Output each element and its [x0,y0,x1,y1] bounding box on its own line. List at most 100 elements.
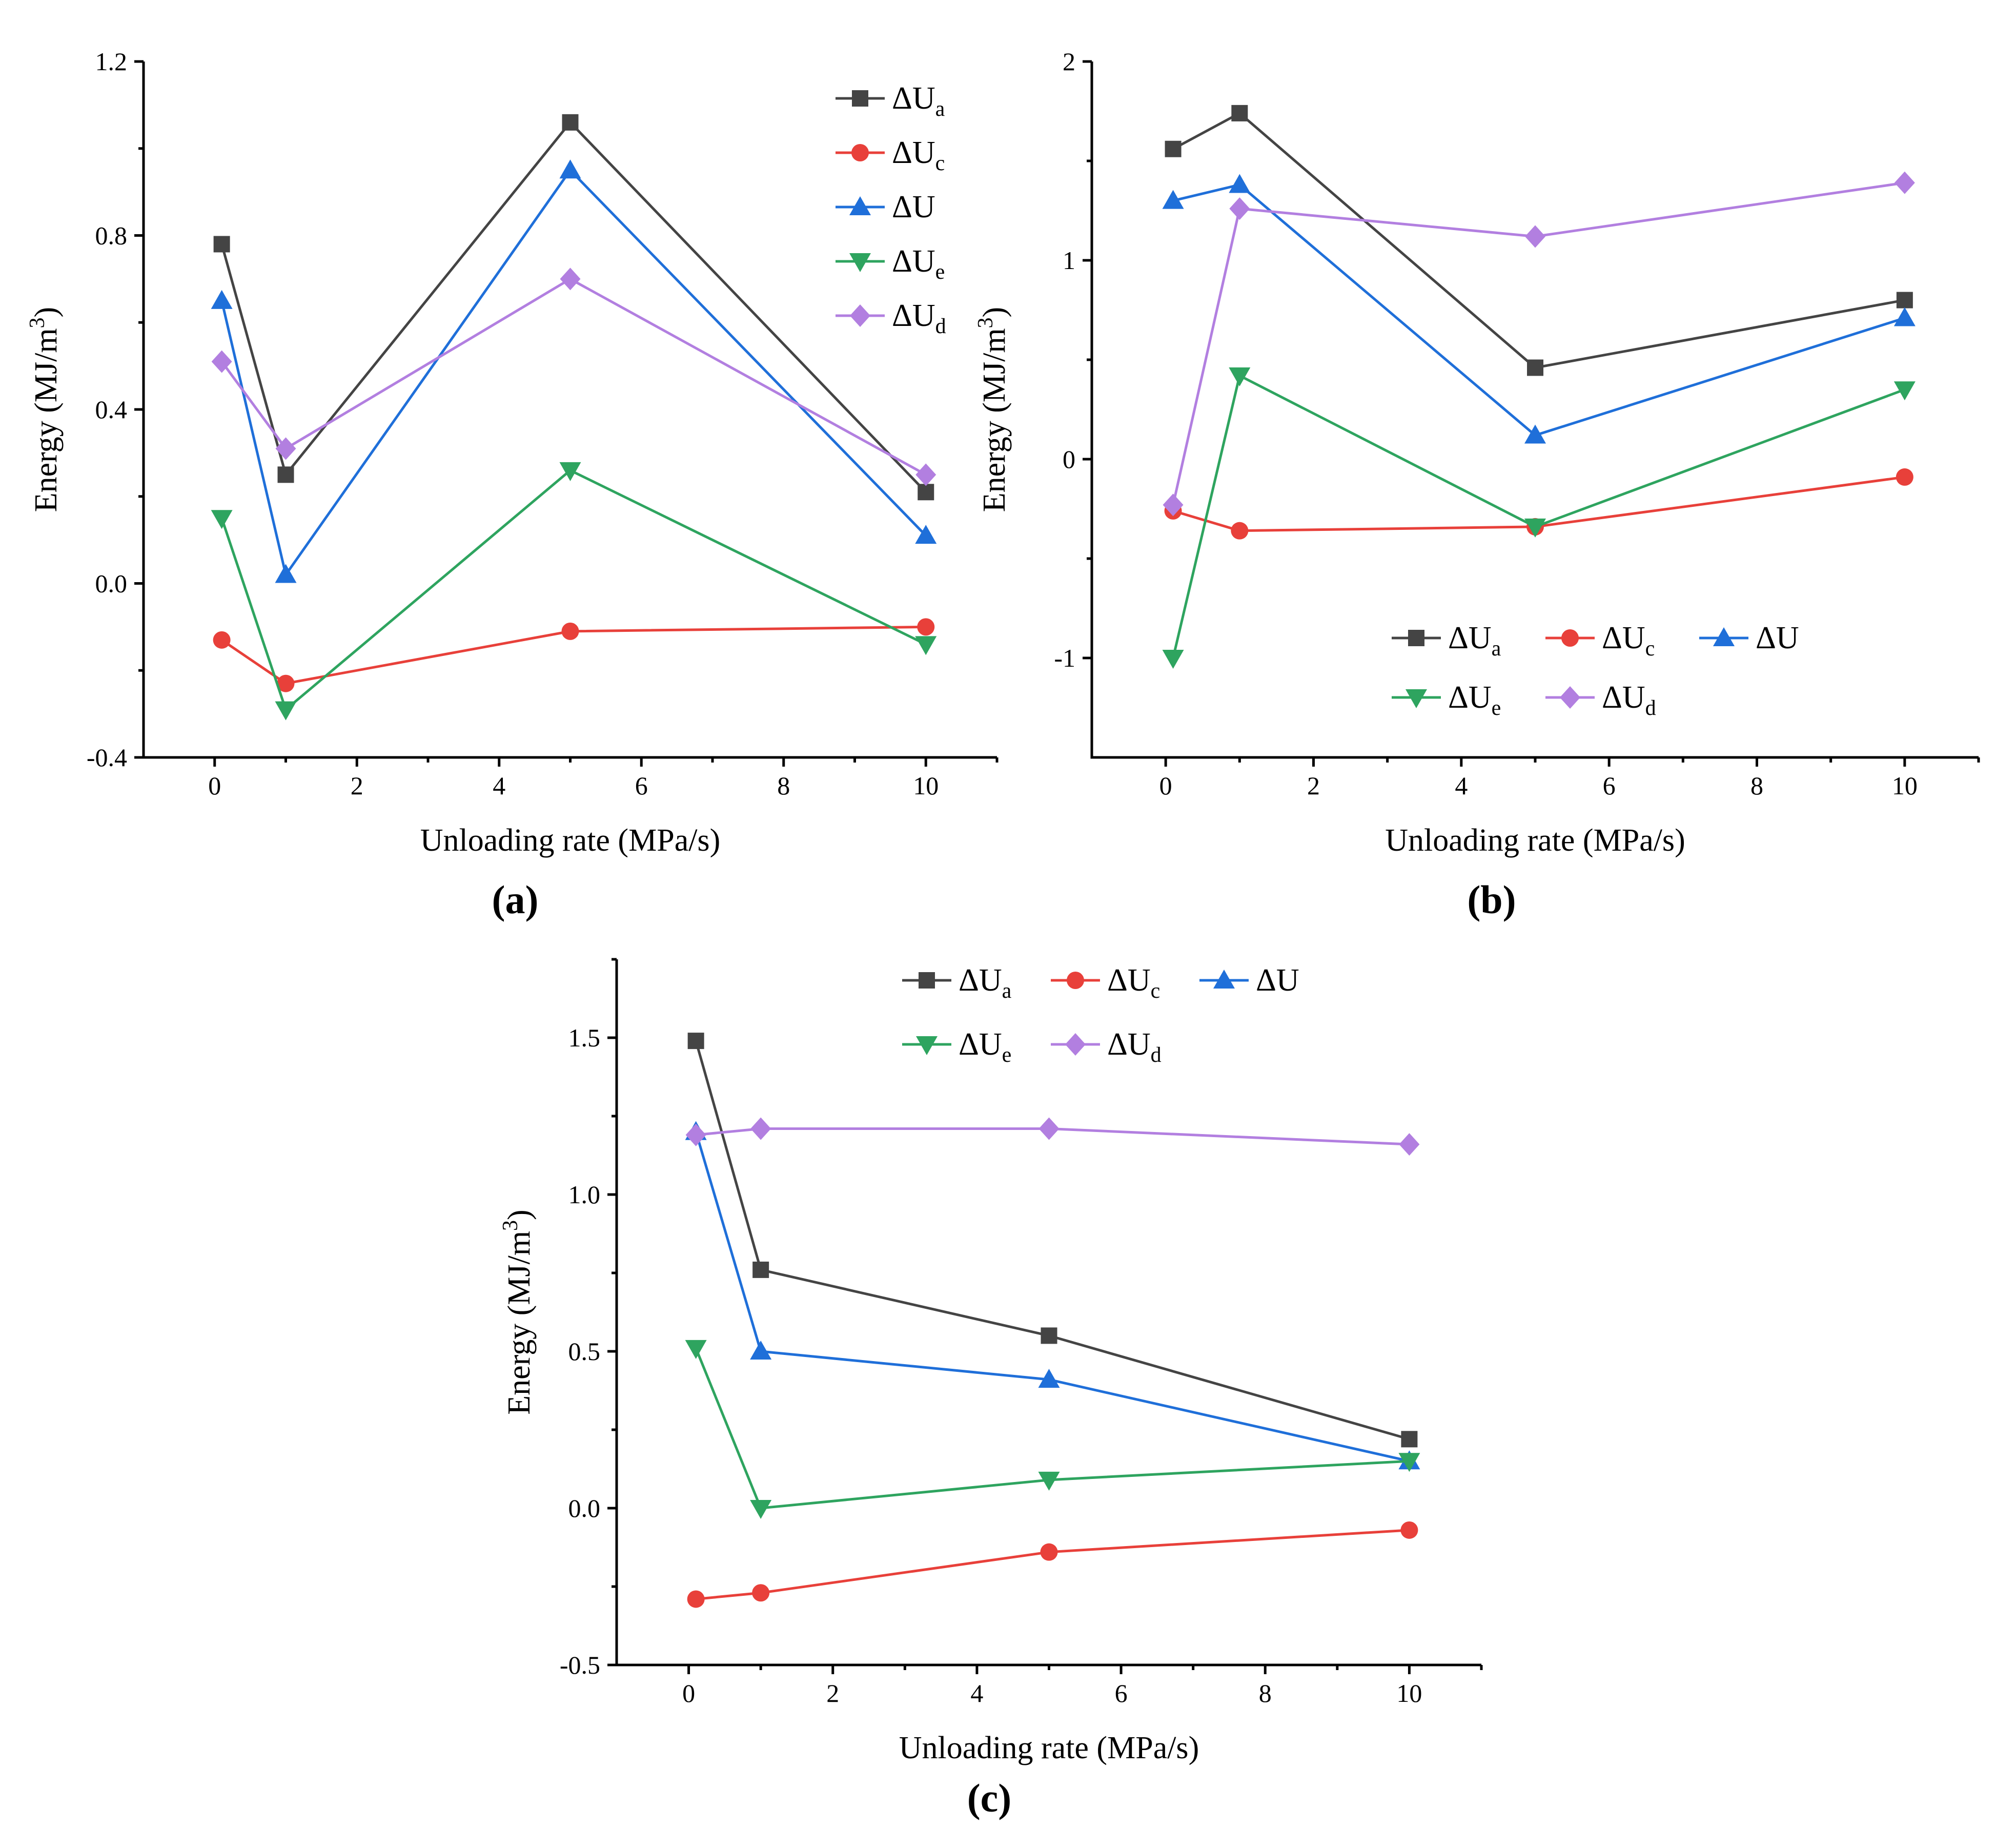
legend-item: ΔUe [1392,680,1501,720]
series-line [1172,181,1905,505]
data-point [750,1500,772,1519]
legend-marker [849,196,871,215]
legend-label: ΔUe [1448,680,1501,720]
y-tick-label: 0.5 [568,1337,601,1366]
legend-marker [1408,630,1424,646]
series-line [695,1347,1410,1510]
chart-panel-2: 0 2 4 6 8 10 -1 0 1 2 Unloading rate (MPa/s) Energy… [974,47,1980,922]
legend-label: ΔUa [892,81,945,121]
legend-item: ΔU [1699,621,1799,655]
data-point [1896,292,1913,308]
data-point [750,1117,771,1140]
data-point [685,1123,706,1146]
data-point [1038,1117,1060,1140]
data-point [213,236,230,253]
series-line [220,468,927,712]
data-point [559,159,581,179]
y-axis-label: Energy (MJ/m3) [974,307,1012,512]
data-point [1524,424,1546,444]
x-tick-label: 10 [1892,771,1918,800]
data-point [275,437,296,460]
data-point [685,1340,707,1359]
legend-item: ΔUa [902,963,1012,1003]
data-point [1524,518,1546,538]
legend-marker [1713,627,1735,646]
legend-label: ΔUc [1602,621,1655,661]
legend-marker [916,1036,938,1055]
data-point [211,510,233,529]
legend-label: ΔUc [1107,963,1160,1003]
legend-marker [1067,972,1084,989]
legend-label: ΔUa [959,963,1012,1003]
data-point [1401,1431,1418,1448]
legend-item: ΔUc [1051,963,1160,1003]
data-point [1041,1327,1057,1344]
y-tick-label: -0.4 [87,743,127,772]
series-ΔU [685,1121,1420,1470]
x-axis-label: Unloading rate (MPa/s) [1385,823,1685,858]
data-point [1527,359,1543,376]
data-point [752,1261,769,1278]
series-ΔU [211,159,937,583]
x-tick-label: 6 [635,771,648,800]
legend-item: ΔUa [1392,621,1501,661]
data-point [1894,171,1915,194]
data-point [1229,367,1251,387]
legend: ΔUa ΔUc ΔU ΔUe ΔUd [902,963,1299,1067]
y-tick-label: 1.0 [568,1180,601,1209]
x-tick-label: 2 [1307,771,1320,800]
y-axis-label: Energy (MJ/m3) [26,307,64,512]
data-point [1229,174,1251,193]
y-tick-label: 0 [1063,445,1075,474]
data-point [687,1590,705,1608]
legend-marker [919,972,935,989]
data-point [1229,197,1250,220]
x-tick-label: 0 [208,771,221,800]
data-point [562,114,579,131]
series-ΔUa [1165,105,1913,376]
x-tick-label: 8 [1750,771,1763,800]
x-tick-label: 6 [1603,771,1616,800]
legend: ΔUa ΔUc ΔU ΔUe ΔUd [1392,621,1799,720]
y-tick-label: 1 [1063,246,1075,275]
legend: ΔUa ΔUc ΔU ΔUe ΔUd [836,81,946,338]
y-tick-label: 0.0 [568,1494,601,1523]
series-line [1173,183,1905,437]
y-tick-label: 0.4 [95,395,128,424]
data-point [1040,1543,1058,1561]
x-tick-label: 10 [913,771,939,800]
series-line [695,1040,1410,1441]
series-ΔUa [687,1033,1418,1448]
panel-label: (b) [1467,877,1516,922]
legend-label: ΔUc [892,135,945,175]
legend-marker [852,90,868,107]
series-ΔUe [211,462,937,721]
data-point [1165,140,1182,157]
series-ΔUd [211,268,936,486]
data-point [211,350,232,373]
data-point [1525,225,1545,248]
x-tick-label: 4 [493,771,505,800]
x-tick-label: 10 [1396,1679,1422,1707]
y-tick-label: 0.0 [95,569,128,598]
data-point [1398,1453,1420,1472]
legend-label: ΔUd [892,298,946,338]
legend-item: ΔU [1199,963,1299,998]
legend-marker [1561,629,1579,647]
panel-label: (c) [967,1776,1012,1820]
chart-panel-3: 0 2 4 6 8 10 -0.5 0.0 0.5 1.0 1.5 Unloading rate (M… [499,958,1483,1820]
legend-item: ΔUe [836,244,945,284]
data-point [559,462,581,481]
legend-item: ΔUa [836,81,945,121]
data-point [752,1584,770,1602]
data-point [1162,650,1184,669]
legend-label: ΔU [1256,963,1299,998]
data-point [560,268,581,291]
data-point [561,622,579,640]
data-point [687,1033,704,1050]
legend-label: ΔUd [1602,680,1656,720]
legend-marker [1560,686,1580,709]
series-line [1172,111,1905,369]
x-tick-label: 4 [970,1679,983,1707]
